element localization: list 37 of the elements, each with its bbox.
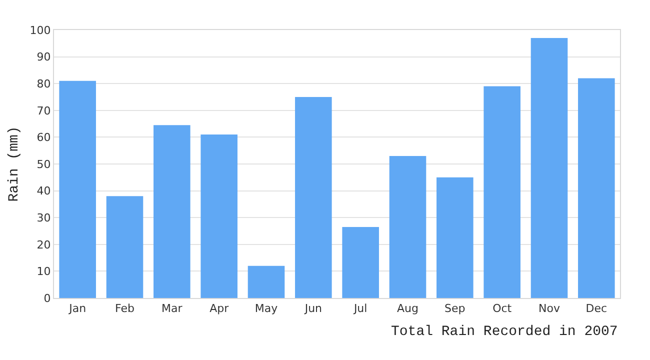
- x-tick-label: Jan: [68, 302, 86, 316]
- y-tick-label: 40: [36, 184, 51, 198]
- bar: [154, 125, 190, 298]
- y-tick-label: 60: [36, 131, 51, 144]
- y-tick-label: 10: [36, 265, 51, 278]
- x-tick-label: Jun: [304, 302, 322, 316]
- x-tick-label: Dec: [586, 302, 608, 316]
- x-tick-label: Aug: [397, 302, 418, 316]
- bar: [342, 226, 379, 298]
- x-tick-label: Nov: [538, 302, 560, 316]
- bar: [578, 78, 615, 298]
- bar: [295, 97, 332, 298]
- bar: [200, 134, 238, 298]
- y-tick-label: 0: [44, 292, 51, 305]
- y-tick-label: 20: [36, 238, 51, 252]
- bar: [59, 80, 96, 298]
- bar: [389, 156, 426, 298]
- y-tick-label: 80: [36, 77, 51, 90]
- x-tick-label: Apr: [210, 302, 230, 316]
- x-tick-label: Sep: [444, 302, 466, 316]
- bar: [436, 177, 474, 298]
- x-tick-label: Oct: [492, 302, 512, 316]
- x-axis-title: Total Rain Recorded in 2007: [391, 324, 618, 340]
- bar: [484, 86, 520, 298]
- x-tick-label: Jul: [352, 302, 368, 316]
- x-tick-label: Mar: [162, 302, 183, 316]
- y-tick-label: 30: [36, 211, 51, 224]
- y-axis-title: Rain (mm): [6, 126, 22, 202]
- x-tick-label: May: [254, 302, 278, 316]
- y-tick-label: 100: [30, 24, 51, 37]
- y-tick-label: 50: [36, 158, 51, 171]
- y-tick-label: 90: [36, 50, 51, 64]
- bar: [530, 38, 568, 298]
- y-tick-label: 70: [36, 104, 51, 118]
- x-tick-label: Feb: [115, 302, 134, 316]
- bar: [106, 196, 144, 298]
- bar: [248, 266, 285, 298]
